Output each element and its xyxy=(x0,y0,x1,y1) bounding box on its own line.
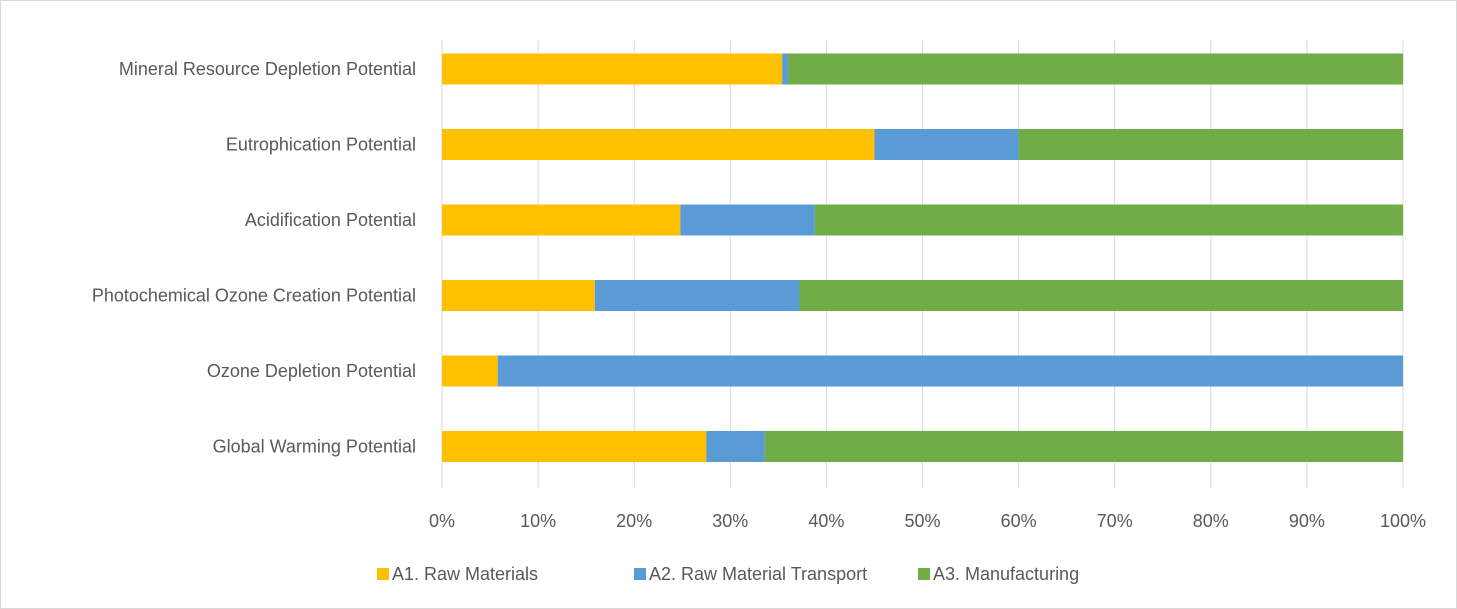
x-tick-label: 60% xyxy=(1001,511,1037,531)
x-tick-label: 0% xyxy=(429,511,455,531)
legend-swatch xyxy=(634,568,646,580)
gridlines xyxy=(441,40,1404,488)
bar-segment xyxy=(680,204,815,236)
bar-segment xyxy=(442,280,595,311)
bar-segment xyxy=(787,53,1403,85)
category-label: Eutrophication Potential xyxy=(226,135,416,155)
category-label: Ozone Depletion Potential xyxy=(207,361,416,381)
bar-segment xyxy=(814,204,1403,236)
bar-segment xyxy=(497,355,1403,387)
legend-swatch xyxy=(918,568,930,580)
bar-segment xyxy=(874,129,1019,160)
bar-segment xyxy=(442,53,783,85)
bars xyxy=(442,53,1403,462)
x-tick-label: 30% xyxy=(712,511,748,531)
bar-segment xyxy=(442,355,498,387)
legend-swatch xyxy=(377,568,389,580)
x-tick-label: 70% xyxy=(1097,511,1133,531)
bar-segment xyxy=(706,431,765,462)
category-label: Photochemical Ozone Creation Potential xyxy=(92,286,416,306)
x-tick-label: 100% xyxy=(1380,511,1426,531)
bar-segment xyxy=(442,431,707,462)
legend-label: A1. Raw Materials xyxy=(392,564,538,584)
x-tick-labels: 0% 10% 20% 30% 40% 50% 60% 70% 80% 90% 100% xyxy=(429,511,1426,531)
legend-label: A3. Manufacturing xyxy=(933,564,1079,584)
bar-segment xyxy=(1018,129,1403,160)
bar-segment xyxy=(782,53,788,85)
bar-segment xyxy=(764,431,1403,462)
x-tick-label: 20% xyxy=(616,511,652,531)
bar-segment xyxy=(442,204,681,236)
bar-segment xyxy=(442,129,875,160)
x-tick-label: 90% xyxy=(1289,511,1325,531)
legend: A1. Raw Materials A2. Raw Material Transp… xyxy=(377,564,1079,584)
bar-segment xyxy=(594,280,800,311)
x-tick-label: 10% xyxy=(520,511,556,531)
legend-label: A2. Raw Material Transport xyxy=(649,564,867,584)
x-tick-label: 40% xyxy=(808,511,844,531)
category-label: Global Warming Potential xyxy=(213,437,416,457)
category-labels: Global Warming Potential Ozone Depletion … xyxy=(92,59,416,457)
category-label: Mineral Resource Depletion Potential xyxy=(119,59,416,79)
category-label: Acidification Potential xyxy=(245,210,416,230)
x-tick-label: 80% xyxy=(1193,511,1229,531)
x-tick-label: 50% xyxy=(904,511,940,531)
bar-segment xyxy=(799,280,1403,311)
